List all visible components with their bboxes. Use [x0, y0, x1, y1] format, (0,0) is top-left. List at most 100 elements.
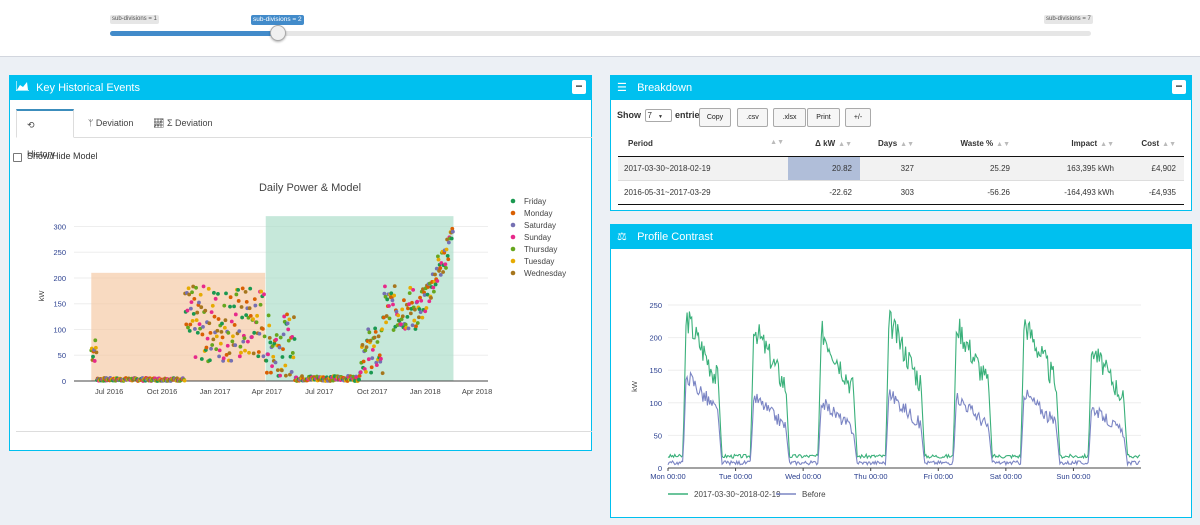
- series-line: [667, 370, 1141, 467]
- column-visibility-button[interactable]: +/-: [845, 108, 871, 127]
- data-point: [420, 315, 425, 320]
- copy-button[interactable]: Copy: [699, 108, 731, 127]
- data-point: [444, 266, 448, 270]
- tab-history[interactable]: ⟲ History: [16, 109, 74, 159]
- table-row[interactable]: 2017-03-30~2018-02-19 20.82 327 25.29 16…: [618, 156, 1184, 181]
- show-label: Show: [617, 109, 641, 120]
- data-point: [204, 345, 209, 350]
- entries-select[interactable]: 7 ▼: [644, 109, 672, 122]
- data-point: [377, 353, 382, 358]
- data-point: [248, 313, 253, 318]
- data-point: [358, 370, 363, 375]
- data-point: [253, 303, 258, 308]
- data-point: [370, 356, 375, 361]
- show-hide-model-label: Show/Hide Model: [27, 151, 98, 161]
- data-point: [201, 284, 206, 289]
- data-point: [185, 308, 190, 313]
- x-tick-label: Thu 00:00: [854, 472, 888, 481]
- data-point: [184, 322, 189, 327]
- col-cost[interactable]: Cost ▲▼: [1122, 132, 1184, 157]
- data-point: [419, 298, 424, 303]
- data-point: [387, 316, 392, 321]
- data-point: [286, 327, 291, 332]
- col-period[interactable]: Period ▲▼: [618, 132, 788, 157]
- xlsx-button[interactable]: .xlsx: [773, 108, 806, 127]
- entries-select-value: 7: [647, 111, 652, 120]
- data-point: [213, 296, 218, 301]
- data-point: [292, 337, 297, 341]
- chart-title: Daily Power & Model: [259, 182, 361, 194]
- subdivision-slider-panel: sub-divisions = 1 sub-divisions = 2 sub-…: [0, 0, 1200, 57]
- data-point: [266, 313, 271, 318]
- data-point: [231, 334, 235, 339]
- data-point: [267, 323, 272, 328]
- data-point: [400, 314, 405, 319]
- col-impact[interactable]: Impact ▲▼: [1018, 132, 1122, 157]
- data-point: [373, 326, 378, 331]
- data-point: [217, 348, 222, 353]
- legend-marker: [510, 210, 516, 216]
- col-delta-kw[interactable]: Δ kW ▲▼: [788, 132, 860, 157]
- breakdown-header: ☰ Breakdown −: [611, 76, 1191, 100]
- sort-icon: ▲▼: [1100, 141, 1114, 149]
- data-point: [262, 334, 267, 339]
- data-point: [361, 359, 366, 364]
- data-point: [214, 347, 219, 352]
- data-point: [392, 293, 397, 298]
- data-point: [411, 287, 416, 292]
- data-point: [205, 336, 210, 341]
- slider-fill: [110, 31, 278, 36]
- tab-sum-deviation[interactable]: 📈︎ Σ Deviation: [143, 109, 223, 138]
- entries-control: Show 7 ▼ entries: [617, 109, 705, 129]
- collapse-button[interactable]: −: [572, 80, 586, 94]
- print-button[interactable]: Print: [807, 108, 840, 127]
- show-hide-model-checkbox[interactable]: [13, 153, 22, 162]
- cell-delta-kw: -22.62: [788, 180, 860, 205]
- data-point: [225, 343, 230, 348]
- profile-contrast-box: ⚖ Profile Contrast 0 50 100 150 200 250 kW Mon …: [610, 224, 1192, 518]
- data-point: [251, 317, 255, 322]
- data-point: [285, 312, 289, 317]
- table-row[interactable]: 2016-05-31~2017-03-29 -22.62 303 -56.26 …: [618, 180, 1184, 205]
- data-point: [191, 311, 196, 316]
- data-point: [200, 332, 205, 337]
- col-waste[interactable]: Waste % ▲▼: [922, 132, 1018, 157]
- y-tick-label: 150: [53, 300, 66, 309]
- history-icon: ⟲: [27, 120, 35, 130]
- slider-handle[interactable]: [270, 25, 286, 41]
- data-point: [407, 302, 412, 307]
- cell-days: 327: [860, 156, 922, 181]
- col-days[interactable]: Days ▲▼: [860, 132, 922, 157]
- data-point: [443, 262, 448, 267]
- branch-icon: ᛘ: [88, 118, 94, 128]
- data-point: [207, 321, 212, 326]
- collapse-button[interactable]: −: [1172, 80, 1186, 94]
- data-point: [186, 325, 190, 330]
- csv-button[interactable]: .csv: [737, 108, 768, 127]
- tab-deviation[interactable]: ᛘ Deviation: [78, 109, 143, 138]
- data-point: [266, 352, 270, 357]
- data-point: [429, 296, 433, 300]
- data-point: [182, 378, 187, 383]
- slider-track[interactable]: [110, 31, 1091, 36]
- data-point: [384, 320, 388, 325]
- slider-max-label: sub-divisions = 7: [1044, 15, 1093, 24]
- data-point: [207, 358, 212, 363]
- data-point: [435, 279, 440, 283]
- cell-delta-kw: 20.82: [788, 156, 860, 181]
- data-point: [191, 284, 196, 289]
- data-point: [449, 236, 454, 241]
- data-point: [206, 286, 211, 291]
- data-point: [441, 270, 445, 274]
- data-point: [232, 323, 237, 327]
- slider-min-label: sub-divisions = 1: [110, 15, 159, 24]
- data-point: [209, 346, 213, 351]
- data-point: [186, 286, 191, 291]
- legend-marker: [510, 246, 516, 252]
- data-point: [405, 314, 410, 319]
- data-point: [236, 287, 241, 292]
- data-point: [425, 292, 430, 297]
- balance-scale-icon: ⚖: [617, 231, 627, 243]
- sort-icon: ▲▼: [1162, 141, 1176, 149]
- data-point: [408, 311, 413, 316]
